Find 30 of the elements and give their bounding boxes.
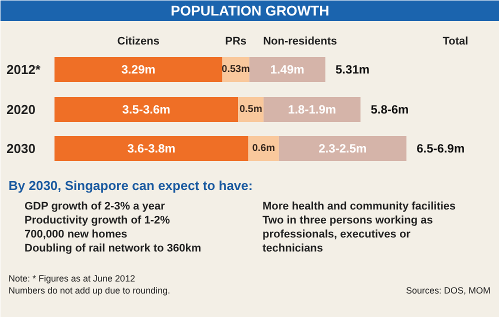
total-label: 6.5-6.9m xyxy=(416,142,465,156)
data-label: 0.53m xyxy=(222,64,250,75)
data-label: 1.8-1.9m xyxy=(288,102,336,116)
data-label: 1.49m xyxy=(270,62,304,76)
chart-title: POPULATION GROWTH xyxy=(170,2,330,18)
data-label: 3.5-3.6m xyxy=(122,102,170,116)
total-label: 5.8-6m xyxy=(370,102,409,116)
text: Total xyxy=(442,36,468,48)
source-note: Sources: DOS, MOM xyxy=(406,286,490,296)
y-tick-label: 2020 xyxy=(6,102,36,117)
text: Numbers do not add up due to rounding. xyxy=(8,286,170,296)
text: More health and community facilities xyxy=(262,200,456,212)
data-label: 0.6m xyxy=(252,143,276,154)
text: Two in three persons working as professionals, executives or technicians xyxy=(262,214,433,254)
series-label: PRs xyxy=(225,36,247,48)
y-tick-label: 2012* xyxy=(6,62,42,77)
text: Productivity growth of 1-2% xyxy=(24,214,170,226)
text: GDP growth of 2-3% a year xyxy=(24,200,166,212)
text: Note: * Figures as at June 2012 xyxy=(8,274,136,284)
text: Doubling of rail network to 360km xyxy=(24,242,202,254)
text: By 2030, Singapore can expect to have: xyxy=(8,178,253,193)
data-label: 3.6-3.8m xyxy=(127,142,176,156)
data-label: 2.3-2.5m xyxy=(318,142,367,156)
data-label: 0.5m xyxy=(239,104,262,115)
y-tick-label: 2030 xyxy=(6,141,36,156)
series-label: Citizens xyxy=(117,36,160,48)
data-label: 3.29m xyxy=(121,62,156,76)
text: 700,000 new homes xyxy=(24,228,128,240)
series-label: Non-residents xyxy=(263,36,338,48)
total-label: 5.31m xyxy=(336,62,370,76)
